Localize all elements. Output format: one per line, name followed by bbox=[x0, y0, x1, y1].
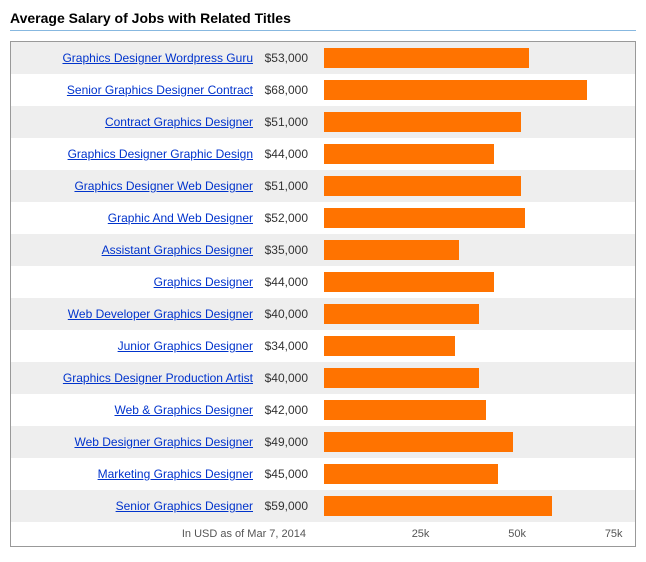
label-cell: Graphic And Web Designer bbox=[11, 202, 261, 234]
salary-value: $40,000 bbox=[261, 362, 316, 394]
bar-cell bbox=[316, 234, 635, 266]
salary-value: $42,000 bbox=[261, 394, 316, 426]
chart-row: Contract Graphics Designer $51,000 bbox=[11, 106, 635, 138]
salary-bar bbox=[324, 112, 521, 132]
label-cell: Junior Graphics Designer bbox=[11, 330, 261, 362]
job-title-link[interactable]: Junior Graphics Designer bbox=[118, 339, 253, 353]
chart-row: Senior Graphics Designer $59,000 bbox=[11, 490, 635, 522]
salary-bar bbox=[324, 176, 521, 196]
job-title-link[interactable]: Assistant Graphics Designer bbox=[102, 243, 253, 257]
chart-row: Web Designer Graphics Designer $49,000 bbox=[11, 426, 635, 458]
job-title-link[interactable]: Graphic And Web Designer bbox=[108, 211, 253, 225]
job-title-link[interactable]: Graphics Designer Graphic Design bbox=[68, 147, 253, 161]
bar-cell bbox=[316, 426, 635, 458]
bar-cell bbox=[316, 170, 635, 202]
salary-value: $52,000 bbox=[261, 202, 316, 234]
job-title-link[interactable]: Graphics Designer Production Artist bbox=[63, 371, 253, 385]
footer-note: In USD as of Mar 7, 2014 bbox=[11, 528, 316, 540]
salary-bar bbox=[324, 48, 529, 68]
bar-cell bbox=[316, 490, 635, 522]
salary-bar bbox=[324, 432, 513, 452]
job-title-link[interactable]: Web Designer Graphics Designer bbox=[74, 435, 253, 449]
chart-footer: In USD as of Mar 7, 2014 25k 50k 75k bbox=[11, 522, 635, 546]
salary-bar bbox=[324, 144, 494, 164]
chart-row: Junior Graphics Designer $34,000 bbox=[11, 330, 635, 362]
chart-row: Graphic And Web Designer $52,000 bbox=[11, 202, 635, 234]
job-title-link[interactable]: Graphics Designer Web Designer bbox=[74, 179, 253, 193]
label-cell: Senior Graphics Designer Contract bbox=[11, 74, 261, 106]
axis-tick: 50k bbox=[508, 528, 526, 540]
chart-row: Senior Graphics Designer Contract $68,000 bbox=[11, 74, 635, 106]
bar-cell bbox=[316, 330, 635, 362]
chart-row: Graphics Designer Production Artist $40,0… bbox=[11, 362, 635, 394]
salary-value: $51,000 bbox=[261, 170, 316, 202]
salary-bar bbox=[324, 368, 479, 388]
axis-tick: 75k bbox=[605, 528, 623, 540]
salary-bar bbox=[324, 240, 459, 260]
chart-row: Web & Graphics Designer $42,000 bbox=[11, 394, 635, 426]
salary-bar bbox=[324, 304, 479, 324]
salary-value: $34,000 bbox=[261, 330, 316, 362]
salary-bar bbox=[324, 272, 494, 292]
axis-tick: 25k bbox=[412, 528, 430, 540]
job-title-link[interactable]: Web & Graphics Designer bbox=[114, 403, 253, 417]
salary-bar bbox=[324, 336, 455, 356]
bar-cell bbox=[316, 362, 635, 394]
label-cell: Senior Graphics Designer bbox=[11, 490, 261, 522]
label-cell: Graphics Designer Graphic Design bbox=[11, 138, 261, 170]
job-title-link[interactable]: Senior Graphics Designer Contract bbox=[67, 83, 253, 97]
salary-value: $68,000 bbox=[261, 74, 316, 106]
label-cell: Graphics Designer Wordpress Guru bbox=[11, 42, 261, 74]
salary-bar bbox=[324, 208, 525, 228]
chart-row: Graphics Designer Web Designer $51,000 bbox=[11, 170, 635, 202]
label-cell: Graphics Designer Web Designer bbox=[11, 170, 261, 202]
bar-cell bbox=[316, 394, 635, 426]
bar-cell bbox=[316, 106, 635, 138]
salary-bar bbox=[324, 464, 498, 484]
label-cell: Web & Graphics Designer bbox=[11, 394, 261, 426]
bar-cell bbox=[316, 202, 635, 234]
salary-value: $45,000 bbox=[261, 458, 316, 490]
job-title-link[interactable]: Web Developer Graphics Designer bbox=[68, 307, 253, 321]
chart-row: Graphics Designer Graphic Design $44,000 bbox=[11, 138, 635, 170]
chart-row: Graphics Designer Wordpress Guru $53,000 bbox=[11, 42, 635, 74]
chart-title: Average Salary of Jobs with Related Titl… bbox=[10, 10, 636, 31]
bar-cell bbox=[316, 298, 635, 330]
bar-cell bbox=[316, 458, 635, 490]
chart-row: Assistant Graphics Designer $35,000 bbox=[11, 234, 635, 266]
salary-bar bbox=[324, 80, 587, 100]
label-cell: Graphics Designer bbox=[11, 266, 261, 298]
job-title-link[interactable]: Graphics Designer bbox=[154, 275, 253, 289]
label-cell: Assistant Graphics Designer bbox=[11, 234, 261, 266]
salary-value: $40,000 bbox=[261, 298, 316, 330]
bar-cell bbox=[316, 266, 635, 298]
job-title-link[interactable]: Graphics Designer Wordpress Guru bbox=[62, 51, 253, 65]
job-title-link[interactable]: Senior Graphics Designer bbox=[116, 499, 253, 513]
bar-cell bbox=[316, 42, 635, 74]
salary-value: $53,000 bbox=[261, 42, 316, 74]
bar-cell bbox=[316, 74, 635, 106]
label-cell: Web Designer Graphics Designer bbox=[11, 426, 261, 458]
salary-chart-container: Average Salary of Jobs with Related Titl… bbox=[10, 10, 636, 547]
salary-value: $51,000 bbox=[261, 106, 316, 138]
label-cell: Contract Graphics Designer bbox=[11, 106, 261, 138]
salary-value: $59,000 bbox=[261, 490, 316, 522]
job-title-link[interactable]: Contract Graphics Designer bbox=[105, 115, 253, 129]
salary-bar bbox=[324, 496, 552, 516]
label-cell: Graphics Designer Production Artist bbox=[11, 362, 261, 394]
salary-bar-chart: Graphics Designer Wordpress Guru$53,000S… bbox=[10, 41, 636, 547]
label-cell: Web Developer Graphics Designer bbox=[11, 298, 261, 330]
salary-value: $44,000 bbox=[261, 266, 316, 298]
chart-row: Graphics Designer $44,000 bbox=[11, 266, 635, 298]
chart-row: Marketing Graphics Designer $45,000 bbox=[11, 458, 635, 490]
salary-bar bbox=[324, 400, 486, 420]
x-axis: 25k 50k 75k bbox=[316, 522, 635, 546]
label-cell: Marketing Graphics Designer bbox=[11, 458, 261, 490]
salary-value: $44,000 bbox=[261, 138, 316, 170]
salary-value: $49,000 bbox=[261, 426, 316, 458]
bar-cell bbox=[316, 138, 635, 170]
job-title-link[interactable]: Marketing Graphics Designer bbox=[98, 467, 253, 481]
chart-row: Web Developer Graphics Designer $40,000 bbox=[11, 298, 635, 330]
salary-value: $35,000 bbox=[261, 234, 316, 266]
